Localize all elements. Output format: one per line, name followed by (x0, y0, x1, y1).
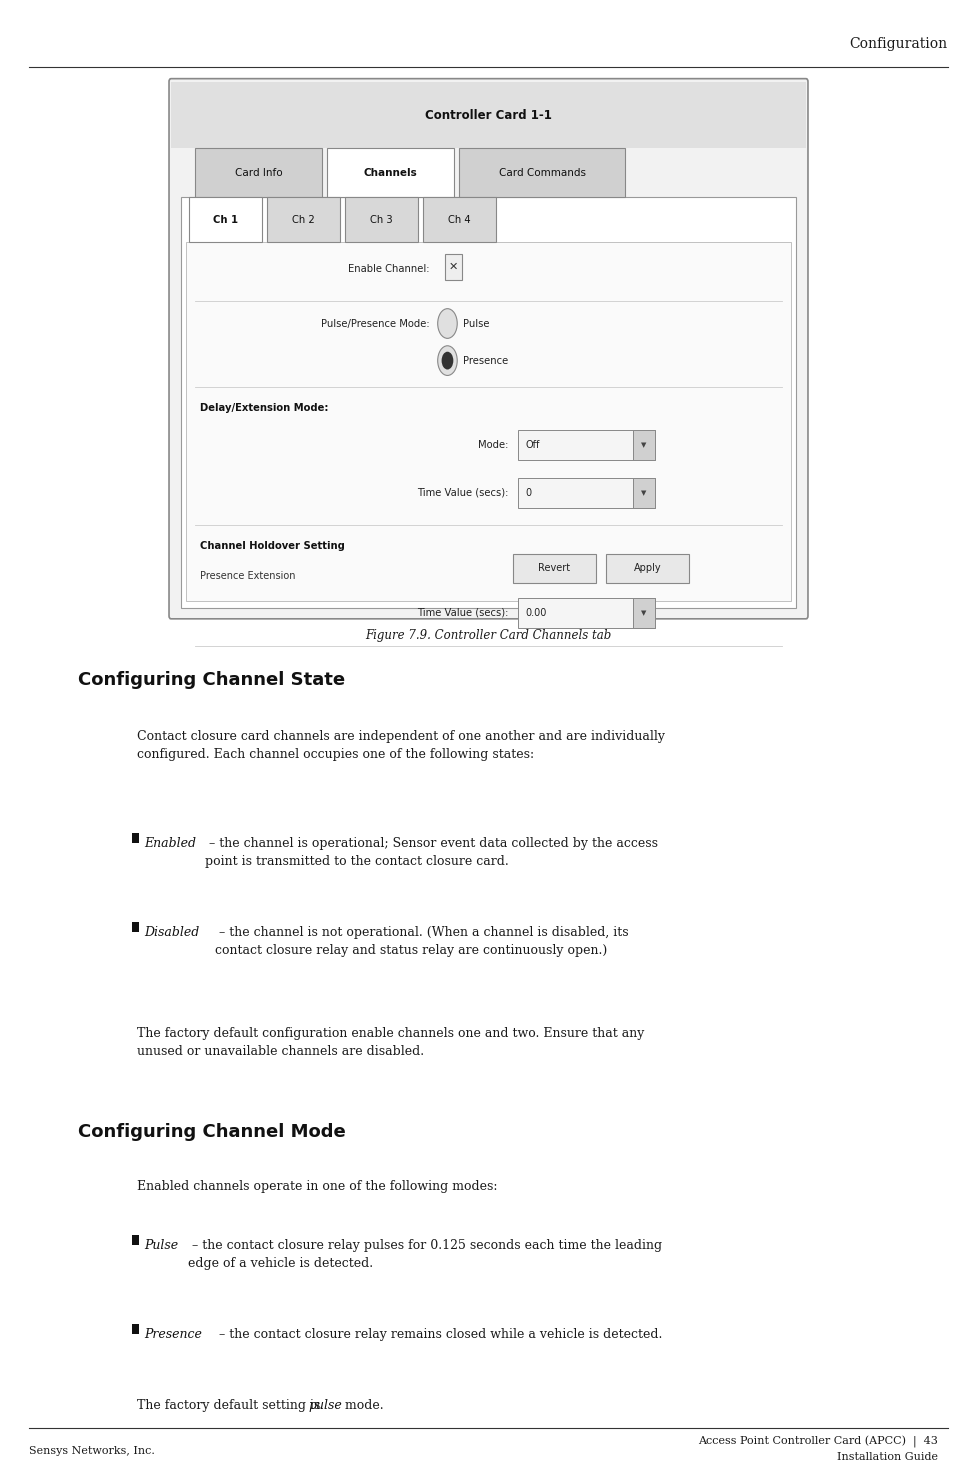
Text: 0: 0 (526, 488, 531, 497)
Text: Disabled: Disabled (145, 926, 200, 939)
Text: ▼: ▼ (641, 490, 647, 496)
Bar (189, 197, 262, 242)
Text: Delay/Extension Mode:: Delay/Extension Mode: (200, 404, 329, 413)
Text: pulse: pulse (309, 1399, 343, 1413)
Text: Presence: Presence (145, 1328, 202, 1342)
Bar (633, 430, 655, 460)
Text: Contact closure card channels are independent of one another and are individuall: Contact closure card channels are indepe… (137, 730, 664, 761)
Circle shape (442, 352, 453, 370)
Text: Pulse: Pulse (145, 1239, 179, 1252)
Text: Channels: Channels (363, 168, 418, 178)
Text: Apply: Apply (633, 564, 661, 573)
Text: The factory default setting is: The factory default setting is (137, 1399, 324, 1413)
Bar (518, 478, 655, 508)
Text: Off: Off (526, 441, 540, 450)
Circle shape (438, 309, 457, 338)
Text: Channel Holdover Setting: Channel Holdover Setting (200, 542, 345, 551)
Text: Ch 1: Ch 1 (213, 215, 237, 224)
Text: 0.00: 0.00 (526, 608, 547, 617)
Text: – the channel is operational; Sensor event data collected by the access
point is: – the channel is operational; Sensor eve… (205, 837, 658, 868)
Text: Pulse/Presence Mode:: Pulse/Presence Mode: (321, 319, 430, 328)
Bar (327, 148, 454, 197)
Text: Enabled: Enabled (145, 837, 196, 850)
Text: Configuring Channel Mode: Configuring Channel Mode (78, 1123, 346, 1141)
Text: Configuration: Configuration (850, 37, 948, 50)
Bar (633, 478, 655, 508)
Text: Presence Extension: Presence Extension (200, 571, 296, 580)
Bar (445, 254, 462, 280)
Bar (459, 148, 625, 197)
Bar (132, 922, 139, 932)
Text: Mode:: Mode: (478, 441, 508, 450)
Bar (513, 554, 596, 583)
Text: Enabled channels operate in one of the following modes:: Enabled channels operate in one of the f… (137, 1180, 497, 1193)
Bar (171, 82, 806, 148)
Bar (267, 197, 340, 242)
FancyBboxPatch shape (169, 79, 808, 619)
Circle shape (438, 346, 457, 375)
Text: ✕: ✕ (448, 263, 458, 272)
Text: ▼: ▼ (641, 610, 647, 616)
Text: Card Commands: Card Commands (498, 168, 586, 178)
Text: Ch 3: Ch 3 (370, 215, 393, 224)
Text: The factory default configuration enable channels one and two. Ensure that any
u: The factory default configuration enable… (137, 1027, 644, 1058)
Text: Card Info: Card Info (235, 168, 282, 178)
Bar (186, 242, 791, 601)
Text: – the contact closure relay pulses for 0.125 seconds each time the leading
edge : – the contact closure relay pulses for 0… (188, 1239, 661, 1270)
Text: mode.: mode. (341, 1399, 384, 1413)
Bar (132, 1324, 139, 1334)
Text: Figure 7.9. Controller Card Channels tab: Figure 7.9. Controller Card Channels tab (365, 629, 612, 643)
Bar (423, 197, 496, 242)
Text: Ch 2: Ch 2 (292, 215, 315, 224)
Bar (606, 554, 689, 583)
Bar (132, 833, 139, 843)
Bar (518, 430, 655, 460)
Bar (132, 1235, 139, 1245)
Text: ▼: ▼ (641, 442, 647, 448)
Text: Time Value (secs):: Time Value (secs): (416, 608, 508, 617)
Text: Configuring Channel State: Configuring Channel State (78, 671, 345, 689)
Text: – the channel is not operational. (When a channel is disabled, its
contact closu: – the channel is not operational. (When … (215, 926, 628, 957)
Text: Sensys Networks, Inc.: Sensys Networks, Inc. (29, 1447, 155, 1456)
Text: Access Point Controller Card (APCC)  |  43: Access Point Controller Card (APCC) | 43 (698, 1437, 938, 1448)
Bar (195, 148, 322, 197)
Text: Ch 4: Ch 4 (448, 215, 471, 224)
Text: Revert: Revert (538, 564, 571, 573)
Bar (345, 197, 418, 242)
Bar (181, 197, 796, 608)
Text: Presence: Presence (463, 356, 508, 365)
Text: Controller Card 1-1: Controller Card 1-1 (425, 108, 552, 122)
Text: Enable Channel:: Enable Channel: (349, 264, 430, 273)
Text: Time Value (secs):: Time Value (secs): (416, 488, 508, 497)
Text: Installation Guide: Installation Guide (837, 1453, 938, 1462)
Text: Pulse: Pulse (463, 319, 489, 328)
Bar (518, 598, 655, 628)
Bar (633, 598, 655, 628)
Text: – the contact closure relay remains closed while a vehicle is detected.: – the contact closure relay remains clos… (215, 1328, 662, 1342)
